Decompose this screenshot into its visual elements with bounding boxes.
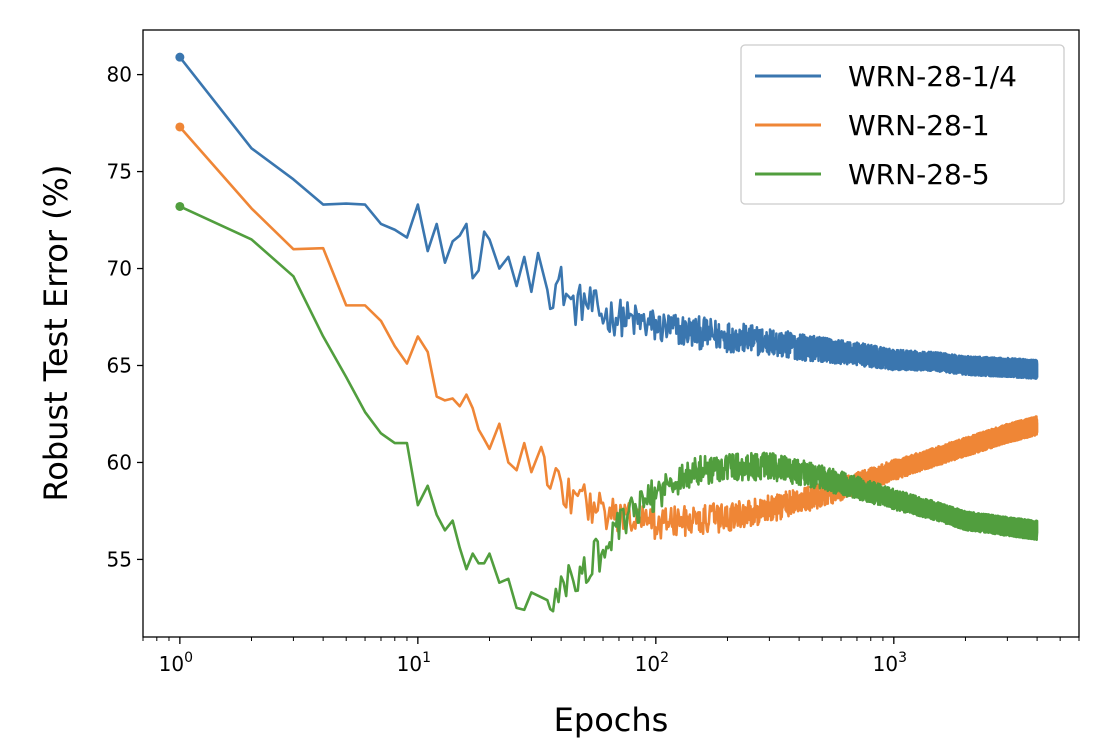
legend-label-0: WRN-28-1/4: [848, 60, 1017, 93]
series-start-marker-1: [175, 122, 185, 132]
x-tick-exponent-0: 0: [184, 650, 193, 666]
y-tick-label-70: 70: [107, 257, 132, 281]
x-tick-label-0: 100: [159, 650, 193, 676]
series-start-marker-2: [175, 201, 185, 211]
legend-label-2: WRN-28-5: [848, 158, 990, 191]
series-line-0: [178, 56, 1039, 380]
y-tick-label-60: 60: [107, 450, 132, 474]
plot-frame: [142, 29, 1080, 638]
y-tick-label-75: 75: [107, 160, 132, 184]
series-line-2: [179, 205, 1039, 613]
legend: WRN-28-1/4 WRN-28-1 WRN-28-5: [740, 44, 1065, 205]
plot-area: [175, 52, 1039, 613]
legend-label-1: WRN-28-1: [848, 109, 990, 142]
legend-box: [740, 44, 1065, 205]
x-tick-label-3: 103: [873, 650, 907, 676]
x-axis-title: Epochs: [554, 701, 669, 739]
y-tick-label-65: 65: [107, 353, 132, 377]
y-tick-label-80: 80: [107, 63, 132, 87]
y-axis-title: Robust Test Error (%): [37, 164, 75, 501]
x-tick-label-1: 101: [397, 650, 431, 676]
x-tick-exponent-2: 2: [660, 650, 669, 666]
x-tick-label-2: 102: [635, 650, 669, 676]
x-tick-exponent-1: 1: [422, 650, 431, 666]
y-tick-label-55: 55: [107, 547, 132, 571]
x-tick-exponent-3: 3: [898, 650, 907, 666]
series-start-marker-0: [175, 52, 185, 62]
